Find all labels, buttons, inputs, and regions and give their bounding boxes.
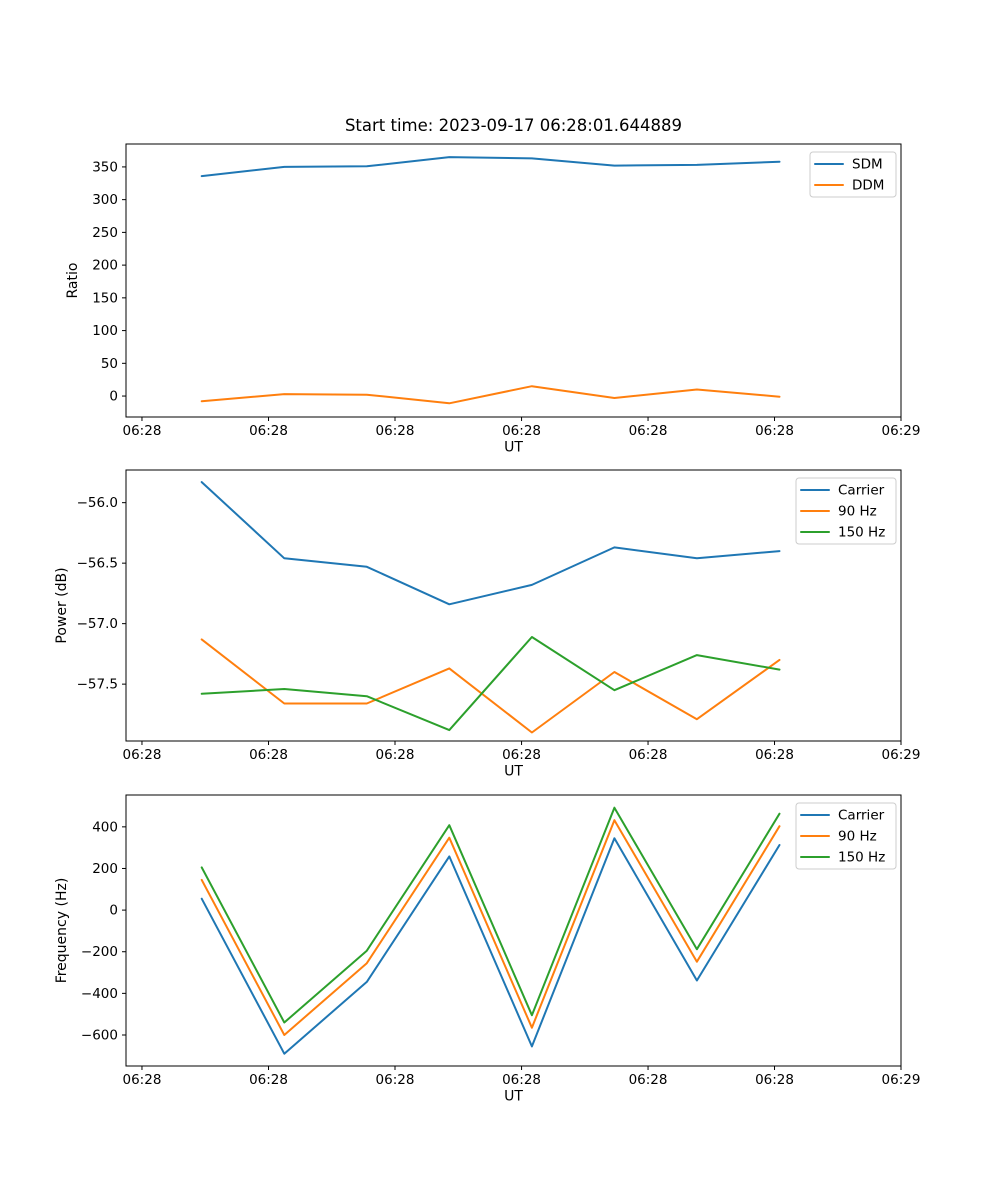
x-axis-label: UT bbox=[504, 440, 523, 456]
x-tick-label: 06:28 bbox=[629, 423, 668, 439]
y-tick-label: 350 bbox=[92, 159, 118, 175]
x-axis-label: UT bbox=[504, 1089, 523, 1105]
y-tick-label: 250 bbox=[92, 225, 118, 241]
legend-label: SDM bbox=[852, 157, 883, 173]
y-tick-label: −400 bbox=[81, 986, 118, 1002]
y-tick-label: −57.0 bbox=[77, 616, 118, 632]
series-line-carrier bbox=[200, 837, 781, 1055]
x-tick-label: 06:28 bbox=[629, 1072, 668, 1088]
legend-label: 90 Hz bbox=[838, 504, 877, 520]
x-tick-label: 06:28 bbox=[376, 423, 415, 439]
y-axis-label: Ratio bbox=[65, 263, 81, 299]
series-line-150-hz bbox=[200, 636, 781, 732]
y-tick-label: 100 bbox=[92, 323, 118, 339]
axes-frame bbox=[125, 143, 902, 418]
series-line-150-hz bbox=[200, 806, 781, 1024]
y-tick-label: 50 bbox=[101, 356, 118, 372]
series-line-90-hz bbox=[200, 638, 781, 734]
x-tick-label: 06:28 bbox=[629, 747, 668, 763]
y-tick-label: 300 bbox=[92, 192, 118, 208]
x-tick-label: 06:29 bbox=[882, 423, 921, 439]
x-tick-label: 06:28 bbox=[123, 1072, 162, 1088]
legend-box bbox=[795, 802, 897, 870]
x-tick-label: 06:28 bbox=[249, 747, 288, 763]
axes-frame bbox=[125, 794, 902, 1067]
x-tick-label: 06:29 bbox=[882, 1072, 921, 1088]
legend-label: Carrier bbox=[838, 483, 885, 499]
series-line-sdm bbox=[200, 156, 781, 178]
x-tick-label: 06:28 bbox=[502, 747, 541, 763]
x-tick-label: 06:28 bbox=[249, 423, 288, 439]
legend-box bbox=[795, 477, 897, 545]
x-tick-label: 06:28 bbox=[755, 1072, 794, 1088]
y-tick-label: 200 bbox=[92, 258, 118, 274]
y-axis-label: Frequency (Hz) bbox=[54, 878, 70, 984]
x-tick-label: 06:28 bbox=[376, 1072, 415, 1088]
series-line-carrier bbox=[200, 481, 781, 606]
x-axis-label: UT bbox=[504, 764, 523, 780]
legend-label: 90 Hz bbox=[838, 829, 877, 845]
x-tick-label: 06:28 bbox=[755, 423, 794, 439]
x-tick-label: 06:28 bbox=[502, 423, 541, 439]
y-tick-label: 200 bbox=[92, 861, 118, 877]
x-tick-label: 06:28 bbox=[755, 747, 794, 763]
legend-label: 150 Hz bbox=[838, 525, 885, 541]
y-tick-label: 400 bbox=[92, 819, 118, 835]
y-tick-label: −56.5 bbox=[77, 556, 118, 572]
x-tick-label: 06:28 bbox=[249, 1072, 288, 1088]
y-tick-label: −600 bbox=[81, 1027, 118, 1043]
y-axis-label: Power (dB) bbox=[54, 567, 70, 643]
series-line-90-hz bbox=[200, 819, 781, 1036]
x-tick-label: 06:28 bbox=[502, 1072, 541, 1088]
x-tick-label: 06:28 bbox=[123, 423, 162, 439]
y-tick-label: 150 bbox=[92, 290, 118, 306]
y-tick-label: −200 bbox=[81, 944, 118, 960]
legend-label: 150 Hz bbox=[838, 850, 885, 866]
axes-frame bbox=[125, 469, 902, 742]
y-tick-label: 0 bbox=[109, 389, 118, 405]
x-tick-label: 06:29 bbox=[882, 747, 921, 763]
y-tick-label: −57.5 bbox=[77, 677, 118, 693]
series-line-ddm bbox=[200, 385, 781, 405]
x-tick-label: 06:28 bbox=[376, 747, 415, 763]
y-tick-label: 0 bbox=[109, 903, 118, 919]
figure-title: Start time: 2023-09-17 06:28:01.644889 bbox=[345, 116, 682, 135]
y-tick-label: −56.0 bbox=[77, 495, 118, 511]
x-tick-label: 06:28 bbox=[123, 747, 162, 763]
legend-label: Carrier bbox=[838, 808, 885, 824]
legend-label: DDM bbox=[852, 178, 884, 194]
